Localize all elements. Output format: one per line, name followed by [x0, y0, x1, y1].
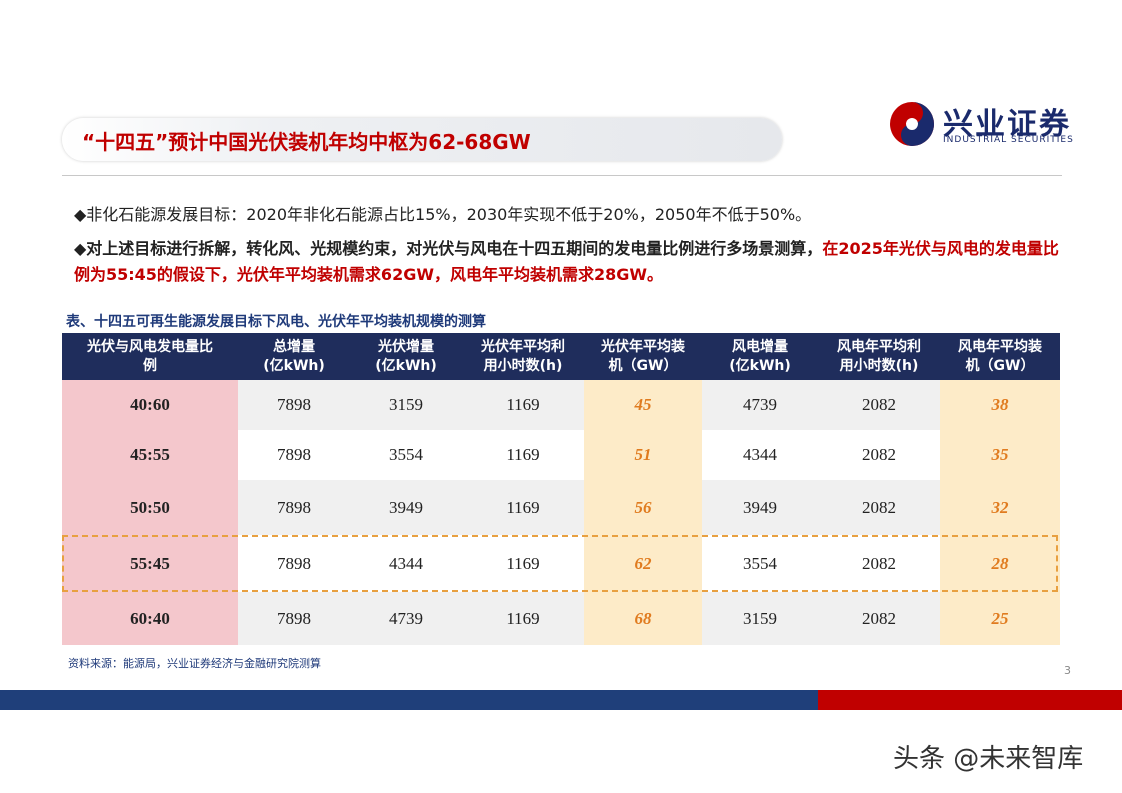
table-cell: 55:45	[62, 535, 238, 592]
table-cell: 2082	[818, 535, 940, 592]
table-cell: 4344	[702, 430, 818, 480]
table-cell: 3949	[702, 480, 818, 535]
table-cell: 25	[940, 592, 1060, 645]
table-cell: 2082	[818, 592, 940, 645]
table-cell: 7898	[238, 380, 350, 430]
logo-icon	[890, 102, 934, 146]
watermark: 头条 @未来智库	[893, 744, 1084, 774]
bullet-text: ◆对上述目标进行拆解，转化风、光规模约束，对光伏与风电在十四五期间的发电量比例进…	[74, 239, 823, 258]
divider	[62, 175, 1062, 176]
table-cell: 45	[584, 380, 702, 430]
title-bar	[62, 118, 782, 161]
table-cell: 1169	[462, 430, 584, 480]
table-cell: 56	[584, 480, 702, 535]
table-cell: 60:40	[62, 592, 238, 645]
table-cell: 4739	[702, 380, 818, 430]
bullet-text: ◆非化石能源发展目标：2020年非化石能源占比15%，2030年实现不低于20%…	[74, 205, 812, 224]
table-cell: 4739	[350, 592, 462, 645]
table-cell: 35	[940, 430, 1060, 480]
footer-bar	[0, 690, 818, 710]
logo-name: 兴业证券	[943, 107, 1071, 142]
table-row: 40:60 7898 3159 1169 45 4739 2082 38	[62, 380, 1060, 430]
table-row: 45:55 7898 3554 1169 51 4344 2082 35	[62, 430, 1060, 480]
table-cell: 3159	[702, 592, 818, 645]
table-cell: 3159	[350, 380, 462, 430]
table-cell: 40:60	[62, 380, 238, 430]
header-cell: 光伏增量 (亿kWh)	[350, 333, 462, 380]
header-cell: 风电增量 (亿kWh)	[702, 333, 818, 380]
table-row: 50:50 7898 3949 1169 56 3949 2082 32	[62, 480, 1060, 535]
table-cell: 45:55	[62, 430, 238, 480]
title: “十四五”预计中国光伏装机年均中枢为62-68GW	[82, 130, 531, 154]
table-cell: 3949	[350, 480, 462, 535]
source: 资料来源：能源局，兴业证券经济与金融研究院测算	[68, 657, 321, 670]
header-cell: 光伏年平均装 机（GW）	[584, 333, 702, 380]
header-row: 光伏与风电发电量比 例总增量 (亿kWh) 光伏增量 (亿kWh) 光伏年平均利 用…	[62, 333, 1060, 380]
table-cell: 51	[584, 430, 702, 480]
page-number: 3	[1064, 664, 1071, 677]
table-caption: 表、十四五可再生能源发展目标下风电、光伏年平均装机规模的测算	[66, 314, 486, 330]
table-cell: 7898	[238, 480, 350, 535]
header-cell: 风电年平均利 用小时数(h)	[818, 333, 940, 380]
table-cell: 3554	[350, 430, 462, 480]
data-table: 光伏与风电发电量比 例总增量 (亿kWh) 光伏增量 (亿kWh) 光伏年平均利 用…	[62, 333, 1060, 645]
header-cell: 风电年平均装 机（GW）	[940, 333, 1060, 380]
table-cell: 3554	[702, 535, 818, 592]
table-cell: 32	[940, 480, 1060, 535]
table-row: 60:40 7898 4739 1169 68 3159 2082 25	[62, 592, 1060, 645]
table-cell: 1169	[462, 480, 584, 535]
table-cell: 2082	[818, 430, 940, 480]
table-cell: 2082	[818, 480, 940, 535]
table-row: 55:45 7898 4344 1169 62 3554 2082 28	[62, 535, 1060, 592]
bullet: ◆对上述目标进行拆解，转化风、光规模约束，对光伏与风电在十四五期间的发电量比例进…	[74, 236, 1074, 288]
table-cell: 68	[584, 592, 702, 645]
table-cell: 7898	[238, 430, 350, 480]
table-cell: 1169	[462, 535, 584, 592]
table-cell: 7898	[238, 535, 350, 592]
footer-bar	[818, 690, 1122, 710]
table-cell: 1169	[462, 592, 584, 645]
header-cell: 总增量 (亿kWh)	[238, 333, 350, 380]
table-cell: 4344	[350, 535, 462, 592]
table-cell: 2082	[818, 380, 940, 430]
table-cell: 1169	[462, 380, 584, 430]
table-cell: 7898	[238, 592, 350, 645]
highlight-box	[62, 535, 1058, 592]
bullet-text: 在2025年光伏与风电的发电量比例为55:45的假设下，光伏年平均装机需求62G…	[74, 239, 1059, 284]
table-cell: 38	[940, 380, 1060, 430]
bullet: ◆非化石能源发展目标：2020年非化石能源占比15%，2030年实现不低于20%…	[74, 202, 1074, 228]
header-cell: 光伏与风电发电量比 例	[62, 333, 238, 380]
logo-english: INDUSTRIAL SECURITIES	[943, 135, 1074, 145]
table-cell: 50:50	[62, 480, 238, 535]
header-cell: 光伏年平均利 用小时数(h)	[462, 333, 584, 380]
table-cell: 28	[940, 535, 1060, 592]
table-cell: 62	[584, 535, 702, 592]
